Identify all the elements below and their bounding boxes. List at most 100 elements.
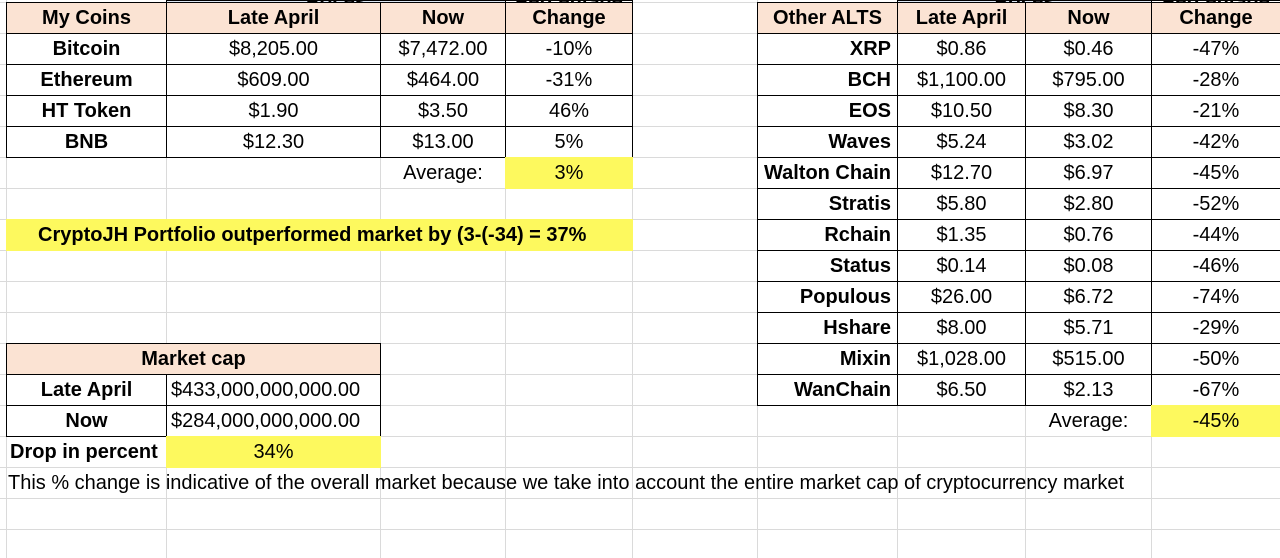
gridline [0,343,1280,344]
right-change-percent[interactable]: -44% [1151,219,1280,251]
gridline [505,0,506,558]
market-cap-label[interactable]: Now [6,405,167,437]
gridline [0,126,1280,127]
left-change-percent[interactable]: -31% [505,64,633,96]
left-late-april-price[interactable]: $8,205.00 [166,33,381,65]
right-now-price[interactable]: $3.02 [1025,126,1152,158]
right-coin-name[interactable]: Walton Chain [757,157,898,189]
left-now-price[interactable]: $464.00 [380,64,506,96]
left-coin-name[interactable]: Ethereum [6,64,167,96]
right-change-percent[interactable]: -74% [1151,281,1280,313]
drop-in-percent-value[interactable]: 34% [166,436,381,468]
right-late-april-price[interactable]: $1,100.00 [897,64,1026,96]
right-late-april-price[interactable]: $12.70 [897,157,1026,189]
gridline [0,312,1280,313]
right-now-price[interactable]: $0.46 [1025,33,1152,65]
right-change-percent[interactable]: -67% [1151,374,1280,406]
market-cap-header[interactable]: Market cap [6,343,381,375]
right-late-april-price[interactable]: $5.24 [897,126,1026,158]
right-late-april-price[interactable]: $1,028.00 [897,343,1026,375]
market-footnote[interactable]: This % change is indicative of the overa… [8,472,1125,494]
left-late-april-price[interactable]: $12.30 [166,126,381,158]
right-change-percent[interactable]: -47% [1151,33,1280,65]
left-now-price[interactable]: $3.50 [380,95,506,127]
left-late-april-price[interactable]: $1.90 [166,95,381,127]
drop-in-percent-label[interactable]: Drop in percent [10,441,158,463]
left-change-percent[interactable]: -10% [505,33,633,65]
right-coin-name[interactable]: Populous [757,281,898,313]
market-cap-label[interactable]: Late April [6,374,167,406]
right-now-price[interactable]: $8.30 [1025,95,1152,127]
right-change-percent[interactable]: -29% [1151,312,1280,344]
market-cap-value[interactable]: $433,000,000,000.00 [166,374,381,406]
gridline [0,436,1280,437]
right-late-april-price[interactable]: $0.14 [897,250,1026,282]
right-change-percent[interactable]: -45% [1151,157,1280,189]
right-now-price[interactable]: $6.72 [1025,281,1152,313]
left-column-header[interactable]: Late April [166,2,381,34]
left-late-april-price[interactable]: $609.00 [166,64,381,96]
right-now-price[interactable]: $2.80 [1025,188,1152,220]
right-coin-name[interactable]: Mixin [757,343,898,375]
right-now-price[interactable]: $0.08 [1025,250,1152,282]
right-column-header[interactable]: Other ALTS [757,2,898,34]
right-change-percent[interactable]: -42% [1151,126,1280,158]
right-late-april-price[interactable]: $6.50 [897,374,1026,406]
right-now-price[interactable]: $2.13 [1025,374,1152,406]
left-average-value[interactable]: 3% [505,157,633,189]
left-coin-name[interactable]: Bitcoin [6,33,167,65]
right-late-april-price[interactable]: $26.00 [897,281,1026,313]
left-now-price[interactable]: $13.00 [380,126,506,158]
right-change-percent[interactable]: -46% [1151,250,1280,282]
right-change-percent[interactable]: -52% [1151,188,1280,220]
right-coin-name[interactable]: Waves [757,126,898,158]
gridline [0,281,1280,282]
gridline [0,374,1280,375]
right-average-value[interactable]: -45% [1151,405,1280,437]
right-column-header[interactable]: Change [1151,2,1280,34]
gridline [0,64,1280,65]
left-column-header[interactable]: Change [505,2,633,34]
right-late-april-price[interactable]: $10.50 [897,95,1026,127]
gridline [632,0,633,558]
right-now-price[interactable]: $795.00 [1025,64,1152,96]
right-coin-name[interactable]: Stratis [757,188,898,220]
left-now-price[interactable]: $7,472.00 [380,33,506,65]
left-change-percent[interactable]: 46% [505,95,633,127]
right-change-percent[interactable]: -50% [1151,343,1280,375]
right-column-header[interactable]: Now [1025,2,1152,34]
right-coin-name[interactable]: Rchain [757,219,898,251]
right-late-april-price[interactable]: $5.80 [897,188,1026,220]
right-now-price[interactable]: $5.71 [1025,312,1152,344]
right-now-price[interactable]: $515.00 [1025,343,1152,375]
right-late-april-price[interactable]: $1.35 [897,219,1026,251]
left-coin-name[interactable]: HT Token [6,95,167,127]
right-column-header[interactable]: Late April [897,2,1026,34]
left-column-header[interactable]: My Coins [6,2,167,34]
right-coin-name[interactable]: WanChain [757,374,898,406]
right-coin-name[interactable]: XRP [757,33,898,65]
left-column-header[interactable]: Now [380,2,506,34]
gridline [0,250,1280,251]
right-late-april-price[interactable]: $0.86 [897,33,1026,65]
gridline [0,188,1280,189]
right-now-price[interactable]: $0.76 [1025,219,1152,251]
right-coin-name[interactable]: EOS [757,95,898,127]
right-change-percent[interactable]: -21% [1151,95,1280,127]
right-coin-name[interactable]: BCH [757,64,898,96]
right-coin-name[interactable]: Status [757,250,898,282]
right-average-label[interactable]: Average: [1048,410,1129,432]
left-average-label[interactable]: Average: [403,162,483,184]
left-change-percent[interactable]: 5% [505,126,633,158]
right-change-percent[interactable]: -28% [1151,64,1280,96]
left-coin-name[interactable]: BNB [6,126,167,158]
market-cap-value[interactable]: $284,000,000,000.00 [166,405,381,437]
portfolio-summary-note[interactable]: CryptoJH Portfolio outperformed market b… [6,219,633,251]
right-now-price[interactable]: $6.97 [1025,157,1152,189]
gridline [0,219,1280,220]
right-late-april-price[interactable]: $8.00 [897,312,1026,344]
right-coin-name[interactable]: Hshare [757,312,898,344]
gridline [0,2,1280,3]
gridline [6,0,7,558]
